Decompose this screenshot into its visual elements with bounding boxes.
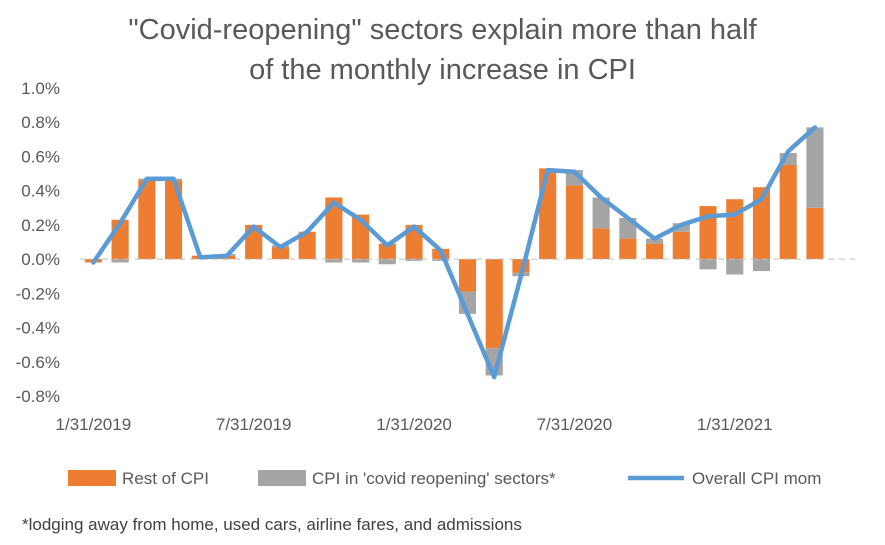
- footnote: *lodging away from home, used cars, airl…: [22, 515, 522, 534]
- bar-rest-of-cpi: [405, 224, 423, 260]
- bar-rest-of-cpi: [806, 207, 824, 260]
- y-tick-label: 0.4%: [21, 182, 60, 201]
- y-tick-label: -0.8%: [16, 387, 60, 406]
- bar-rest-of-cpi: [485, 259, 503, 349]
- bar-covid-reopening: [672, 223, 690, 232]
- bar-rest-of-cpi: [298, 231, 316, 260]
- y-tick-label: -0.6%: [16, 353, 60, 372]
- legend-swatch: [68, 470, 116, 486]
- bar-rest-of-cpi: [592, 228, 610, 260]
- bar-rest-of-cpi: [271, 247, 289, 260]
- bar-rest-of-cpi: [325, 197, 343, 260]
- bar-covid-reopening: [806, 127, 824, 208]
- y-tick-label: 1.0%: [21, 79, 60, 98]
- bar-covid-reopening: [405, 259, 423, 261]
- x-tick-label: 1/31/2021: [697, 415, 773, 434]
- legend-label: Rest of CPI: [122, 469, 209, 488]
- bar-covid-reopening: [752, 259, 771, 272]
- x-tick-label: 1/31/2020: [376, 415, 452, 434]
- bar-rest-of-cpi: [752, 187, 771, 260]
- bar-rest-of-cpi: [646, 243, 664, 260]
- legend-label: Overall CPI mom: [692, 469, 821, 488]
- line-overall-cpi: [91, 125, 818, 380]
- bar-covid-reopening: [646, 238, 664, 244]
- bar-rest-of-cpi: [619, 238, 637, 260]
- y-tick-label: -0.2%: [16, 284, 60, 303]
- bar-rest-of-cpi: [164, 180, 183, 260]
- bar-rest-of-cpi: [565, 185, 583, 260]
- bar-rest-of-cpi: [458, 259, 477, 292]
- legend-label: CPI in 'covid reopening' sectors*: [312, 469, 556, 488]
- bar-covid-reopening: [699, 259, 717, 270]
- bar-rest-of-cpi: [779, 165, 797, 260]
- y-tick-label: 0.8%: [21, 113, 60, 132]
- x-tick-label: 7/31/2020: [537, 415, 613, 434]
- y-tick-label: -0.4%: [16, 319, 60, 338]
- bar-rest-of-cpi: [378, 243, 396, 260]
- bar-covid-reopening: [726, 259, 744, 275]
- y-tick-label: 0.0%: [21, 250, 60, 269]
- bar-covid-reopening: [432, 259, 450, 261]
- bar-covid-reopening: [111, 259, 129, 263]
- y-tick-label: 0.2%: [21, 216, 60, 235]
- legend-swatch: [258, 470, 306, 486]
- chart-title-line-2: of the monthly increase in CPI: [249, 54, 636, 86]
- bar-rest-of-cpi: [672, 231, 690, 260]
- bar-covid-reopening: [325, 259, 343, 263]
- chart-title-line-1: "Covid-reopening" sectors explain more t…: [128, 14, 757, 46]
- bar-covid-reopening: [352, 259, 370, 263]
- bar-rest-of-cpi: [539, 168, 557, 260]
- y-tick-label: 0.6%: [21, 147, 60, 166]
- bar-rest-of-cpi: [726, 199, 744, 260]
- bar-covid-reopening: [378, 259, 396, 265]
- x-tick-label: 7/31/2019: [216, 415, 292, 434]
- bar-rest-of-cpi: [138, 180, 156, 260]
- x-tick-label: 1/31/2019: [56, 415, 132, 434]
- bar-covid-reopening: [592, 197, 610, 229]
- bar-covid-reopening: [779, 153, 797, 165]
